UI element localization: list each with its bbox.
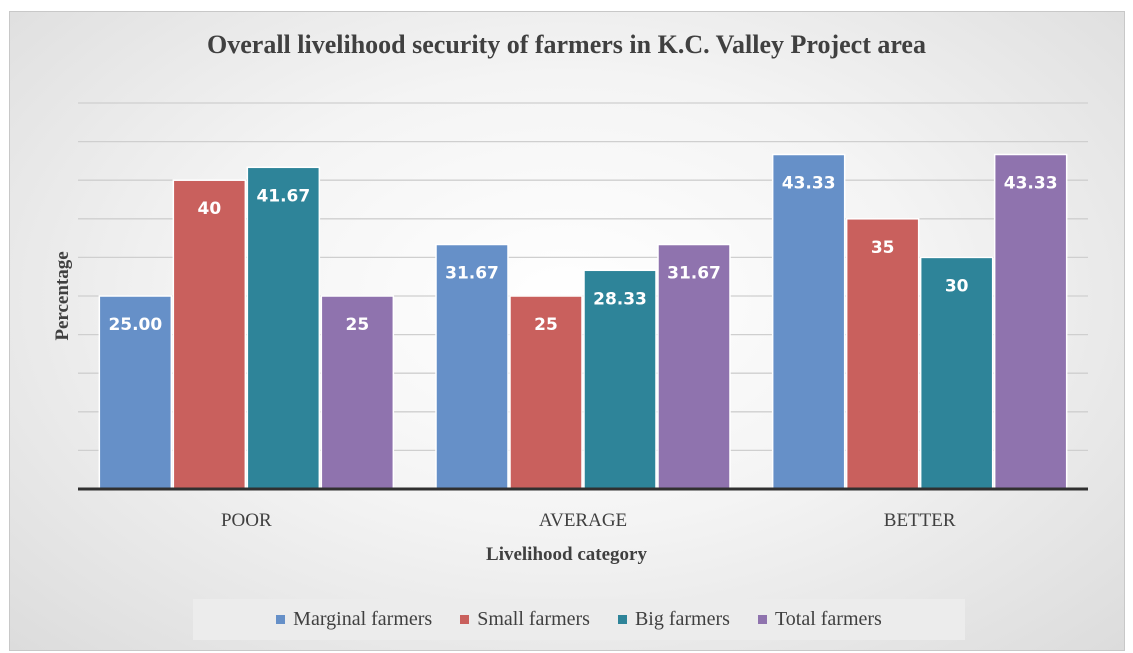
legend-swatch [617, 615, 627, 624]
bar-small-farmers-poor [172, 179, 247, 490]
data-label: 31.67 [667, 264, 721, 284]
legend-swatch [276, 615, 286, 624]
data-label: 35 [871, 238, 895, 258]
legend-item: Marginal farmers [276, 608, 432, 631]
legend-label: Big farmers [634, 608, 730, 630]
legend-swatch [460, 615, 470, 624]
chart-title: Overall livelihood security of farmers i… [207, 30, 926, 59]
legend-label: Marginal farmers [293, 608, 433, 630]
data-label: 43.33 [1004, 173, 1058, 193]
data-label: 25 [534, 315, 558, 335]
data-label: 41.67 [256, 186, 310, 206]
bar-small-farmers-better [845, 218, 920, 490]
bar-marginal-farmers-average [435, 243, 509, 490]
data-label: 31.67 [445, 264, 499, 284]
x-tick-label: POOR [221, 510, 272, 531]
legend-label: Total farmers [774, 608, 882, 630]
x-axis-label: Livelihood category [486, 544, 647, 565]
bar-marginal-farmers-poor [98, 295, 173, 490]
data-label: 40 [197, 199, 221, 219]
data-label: 30 [945, 276, 969, 296]
data-label: 43.33 [782, 173, 836, 193]
legend-item: Total farmers [757, 608, 882, 631]
x-tick-label: AVERAGE [539, 510, 627, 531]
bar-small-farmers-average [509, 295, 583, 490]
legend-label: Small farmers [477, 608, 590, 630]
bar-marginal-farmers-better [771, 153, 846, 490]
bar-big-farmers-average [583, 269, 657, 490]
data-label: 25 [345, 315, 369, 335]
bar-total-farmers-better [993, 153, 1068, 490]
legend: Marginal farmers Small farmers Big farmers… [193, 599, 965, 640]
bar-big-farmers-better [919, 256, 994, 490]
x-tick-label: BETTER [884, 510, 956, 531]
legend-item: Big farmers [617, 608, 730, 631]
data-label: 28.33 [593, 289, 647, 309]
legend-item: Small farmers [460, 608, 590, 631]
data-label: 25.00 [108, 315, 162, 335]
bar-total-farmers-poor [320, 295, 395, 490]
bar-big-farmers-poor [246, 166, 321, 490]
legend-swatch [757, 615, 767, 624]
